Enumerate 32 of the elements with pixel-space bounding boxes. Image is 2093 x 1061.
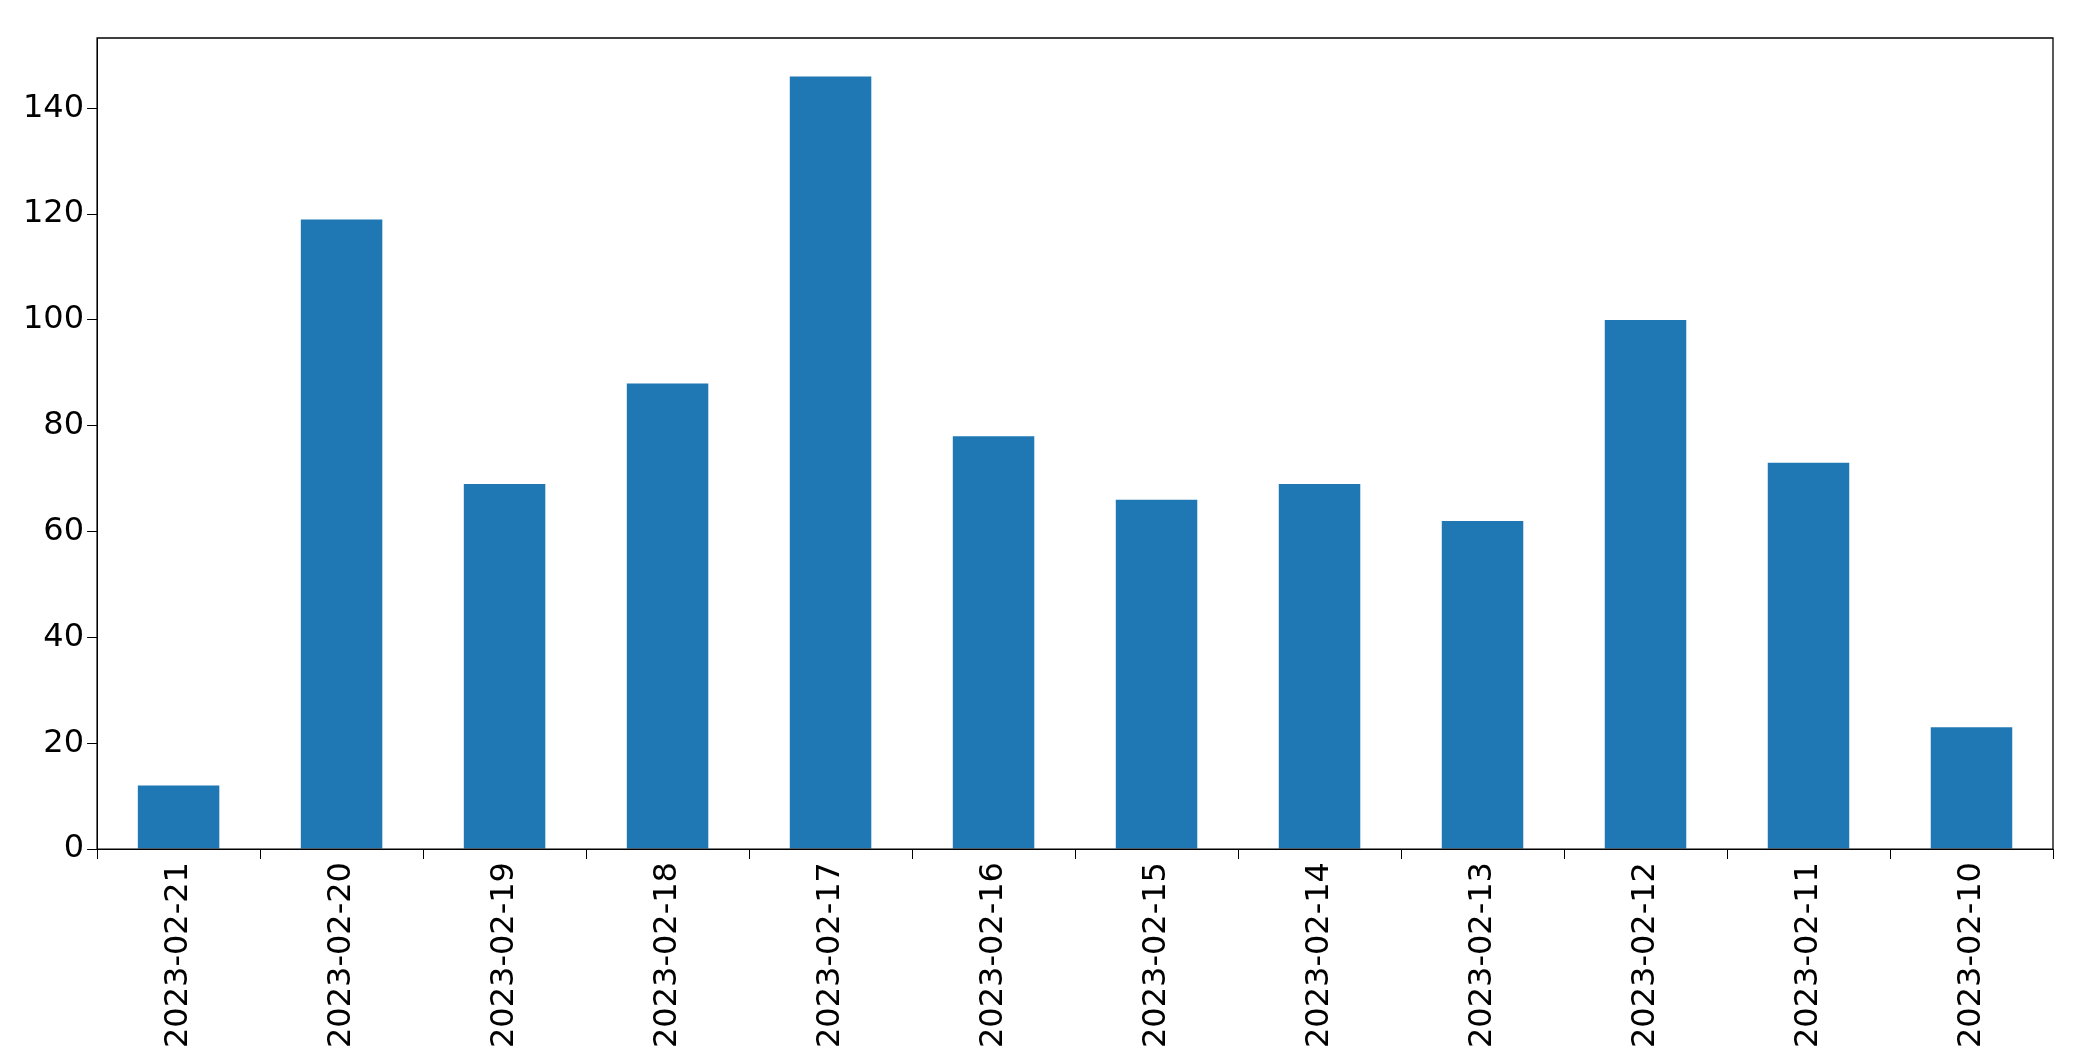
x-tick-label: 2023-02-12	[1623, 862, 1662, 1048]
x-tick-label: 2023-02-20	[319, 862, 358, 1048]
bar	[1930, 727, 2013, 849]
x-tick-label: 2023-02-10	[1949, 862, 1988, 1048]
y-tick-label: 60	[43, 509, 85, 548]
y-tick-label: 20	[43, 721, 85, 760]
bar	[1115, 499, 1198, 849]
x-tick-label: 2023-02-14	[1297, 862, 1336, 1048]
bar	[1441, 521, 1524, 849]
x-tick-label: 2023-02-15	[1134, 862, 1173, 1048]
bar	[1767, 462, 1850, 849]
y-tick-label: 0	[63, 827, 85, 866]
bar	[1278, 483, 1361, 849]
bar	[626, 383, 709, 849]
x-tick-label: 2023-02-11	[1786, 862, 1825, 1048]
x-tick-label: 2023-02-21	[156, 862, 195, 1048]
bar	[137, 785, 220, 849]
x-tick-label: 2023-02-18	[645, 862, 684, 1048]
y-tick-label: 140	[23, 86, 85, 125]
y-tick-label: 40	[43, 615, 85, 654]
x-tick-label: 2023-02-13	[1460, 862, 1499, 1048]
bar	[463, 483, 546, 849]
x-tick-label: 2023-02-16	[971, 862, 1010, 1048]
x-tick-label: 2023-02-17	[808, 862, 847, 1048]
y-tick-label: 80	[43, 404, 85, 443]
x-tick-label: 2023-02-19	[482, 862, 521, 1048]
y-tick-label: 120	[23, 192, 85, 231]
bar	[789, 76, 872, 849]
y-tick-label: 100	[23, 298, 85, 337]
bar	[952, 436, 1035, 849]
bar	[300, 219, 383, 849]
bar	[1604, 319, 1687, 849]
